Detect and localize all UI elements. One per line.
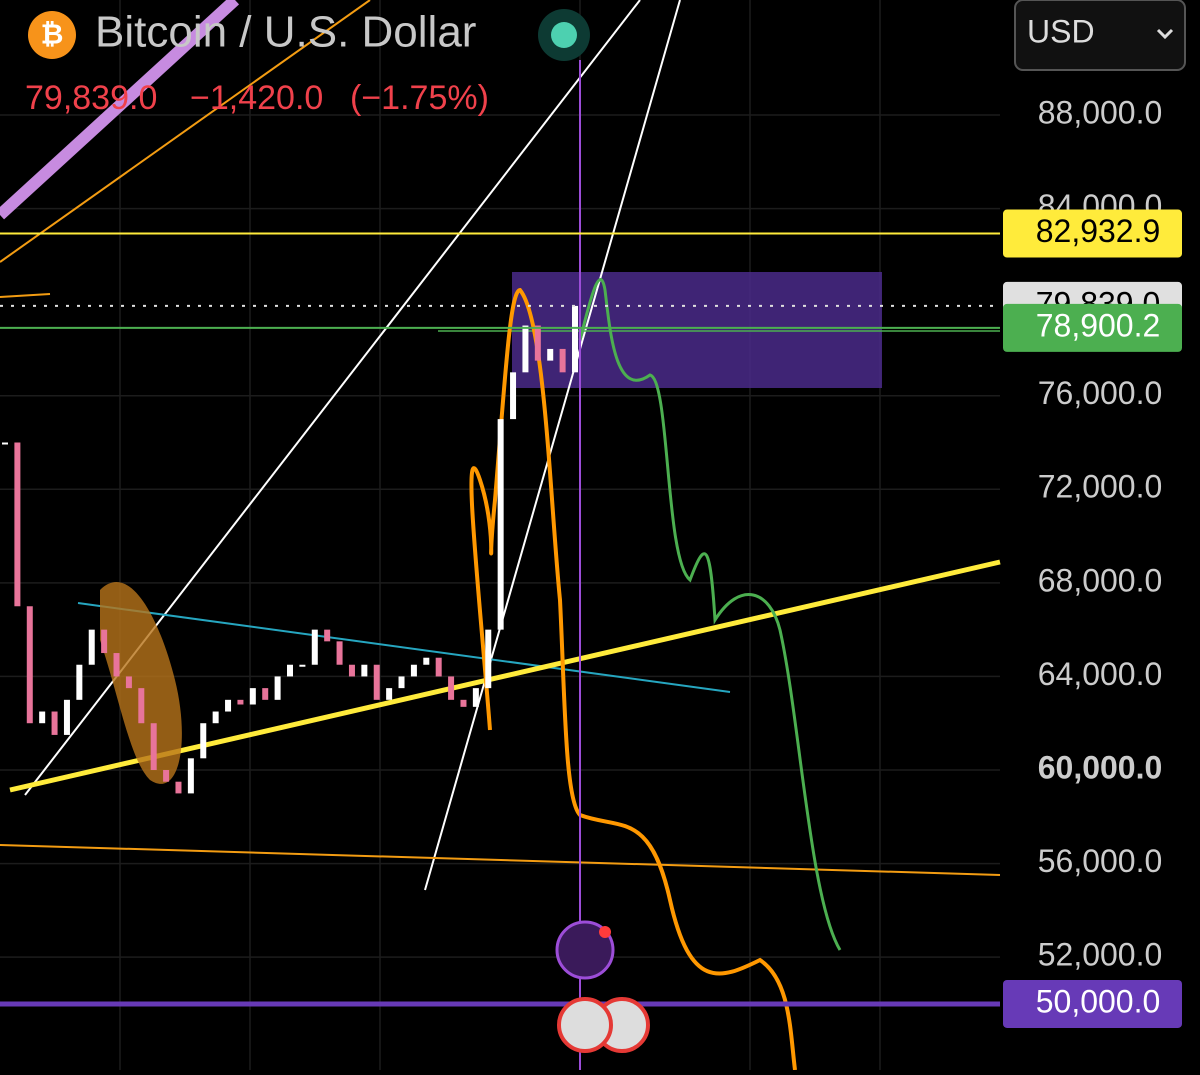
price-label: 78,900.2 [1036, 307, 1161, 343]
coin-icon [28, 11, 76, 59]
candle [448, 676, 455, 700]
price-label-box [1003, 979, 1182, 1028]
candle [138, 688, 145, 724]
candle [485, 629, 492, 689]
currency-select[interactable] [1014, 0, 1186, 71]
candle [150, 723, 157, 771]
candle [373, 664, 380, 700]
candle [497, 419, 504, 630]
currency: USD [1027, 13, 1095, 49]
candle [324, 629, 331, 642]
candle [212, 711, 219, 724]
y-tick-label: 64,000.0 [1038, 656, 1163, 692]
chevron [1156, 28, 1174, 40]
price-label-box [1003, 209, 1182, 258]
candle [547, 348, 554, 361]
y-tick-label: 72,000.0 [1038, 469, 1163, 505]
coin-symbol: ₿ [41, 18, 64, 49]
flag-icon[interactable] [557, 997, 613, 1053]
candle [51, 711, 58, 735]
candle [287, 664, 293, 677]
candle [460, 699, 467, 707]
candle [187, 758, 194, 794]
candle [398, 676, 405, 689]
candle [423, 657, 430, 665]
candle [522, 325, 529, 373]
candle [510, 372, 517, 420]
candle [572, 305, 578, 373]
candle [63, 699, 70, 735]
range-box [512, 272, 882, 388]
y-tick-label: 56,000.0 [1038, 843, 1163, 879]
candle [125, 676, 132, 689]
candle [249, 688, 256, 705]
y-axis: 88,000.084,000.076,000.072,000.068,000.0… [1003, 94, 1182, 1028]
candle [88, 629, 95, 665]
price-lines [0, 232, 1000, 1007]
candle [410, 664, 417, 677]
candle [237, 699, 244, 705]
y-tick-label: 60,000.0 [1038, 749, 1163, 785]
candle [348, 664, 355, 677]
change-percent: (−1.75%) [350, 79, 489, 117]
candle [299, 664, 306, 667]
status-dot [551, 22, 577, 48]
candle [311, 629, 318, 665]
event-icon[interactable] [555, 920, 615, 980]
y-tick-label: 76,000.0 [1038, 375, 1163, 411]
candle [175, 781, 182, 794]
candle [274, 676, 281, 700]
title: Bitcoin / U.S. Dollar [95, 8, 476, 57]
trendline [77, 602, 731, 693]
candle [559, 348, 566, 373]
trendline [0, 844, 1001, 876]
badge [599, 926, 611, 938]
trendline [0, 0, 371, 263]
candle [14, 442, 21, 607]
candle [336, 641, 343, 665]
price: 79,839.0 [25, 79, 157, 117]
candle [534, 325, 541, 361]
trendline [0, 293, 51, 298]
change: −1,420.0 [190, 79, 323, 117]
projection [469, 287, 797, 1071]
trendline [424, 0, 681, 891]
candle [39, 711, 46, 724]
candle [472, 688, 479, 707]
highlight [100, 582, 182, 784]
candle [163, 770, 170, 782]
candle [76, 664, 83, 700]
candle [113, 653, 120, 677]
price-label-box [1003, 303, 1182, 352]
price-label: 50,000.0 [1036, 983, 1161, 1019]
candle [101, 629, 108, 654]
y-tick-label: 88,000.0 [1038, 94, 1163, 130]
candle [361, 664, 368, 677]
price-label: 82,932.9 [1036, 213, 1161, 249]
y-tick-label: 52,000.0 [1038, 937, 1163, 973]
candle [2, 442, 8, 445]
y-tick-label: 68,000.0 [1038, 562, 1163, 598]
candle [435, 657, 442, 677]
candles [2, 305, 578, 794]
trendline [0, 0, 240, 220]
candle [262, 688, 269, 700]
candle [200, 723, 207, 759]
candle [225, 699, 232, 712]
candle [26, 606, 33, 724]
candle [386, 688, 393, 700]
